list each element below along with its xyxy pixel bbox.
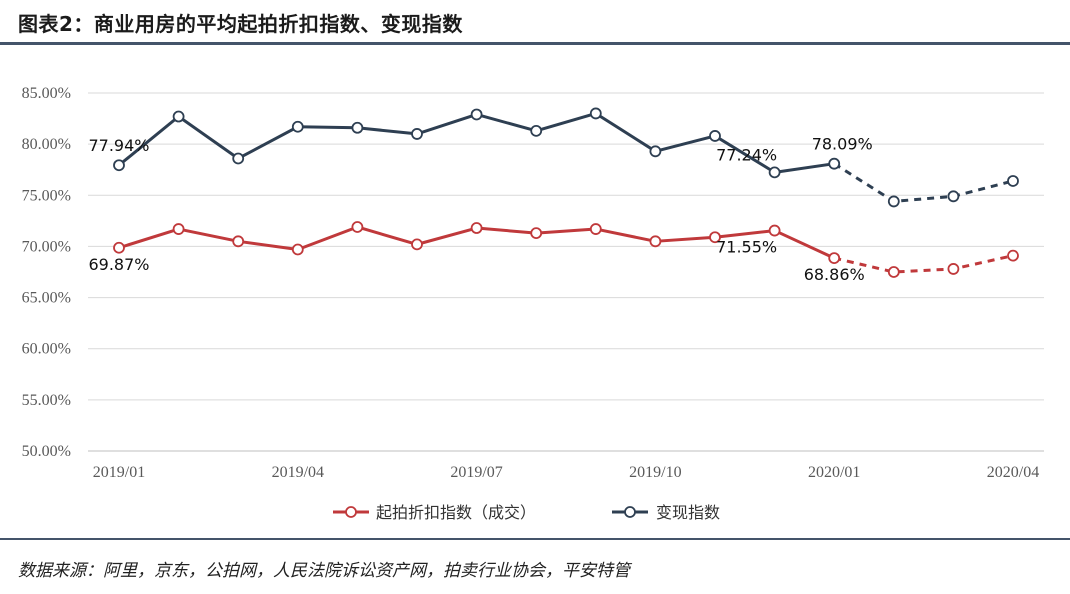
- data-point: [172, 110, 185, 123]
- x-tick-label: 2020/01: [808, 464, 860, 481]
- x-tick-label: 2019/10: [629, 464, 681, 481]
- data-point: [1007, 249, 1019, 262]
- y-tick-label: 50.00%: [22, 443, 71, 460]
- y-tick-label: 65.00%: [22, 290, 71, 307]
- data-point: [1007, 175, 1019, 187]
- data-point: [709, 231, 721, 244]
- data-point: [411, 238, 423, 251]
- data-point: [709, 130, 721, 142]
- data-point: [887, 266, 900, 278]
- data-point: [291, 120, 304, 133]
- data-point: [768, 224, 781, 237]
- y-tick-label: 85.00%: [22, 85, 71, 102]
- x-tick-label: 2019/01: [93, 464, 145, 481]
- legend-marker: [345, 506, 357, 518]
- data-point: [530, 227, 543, 240]
- data-point: [232, 152, 245, 165]
- title-divider: [0, 42, 1070, 45]
- data-point: [113, 159, 125, 172]
- y-tick-label: 75.00%: [22, 187, 71, 204]
- legend-marker: [624, 506, 636, 518]
- data-point: [649, 235, 662, 248]
- line-chart: 50.00% 55.00% 60.00% 65.00% 70.00% 75.00% 80.0…: [22, 85, 1044, 522]
- chart-title: 图表2：商业用房的平均起拍折扣指数、变现指数: [18, 12, 463, 36]
- data-label: 77.94%: [88, 136, 149, 155]
- data-label: 69.87%: [88, 255, 149, 274]
- data-point: [649, 145, 662, 158]
- data-point: [351, 221, 364, 233]
- data-point: [768, 166, 781, 179]
- data-point: [887, 195, 900, 208]
- data-label: 68.86%: [804, 265, 865, 284]
- x-tick-label: 2019/04: [272, 464, 324, 481]
- x-tick-label: 2019/07: [450, 464, 502, 481]
- data-point: [470, 108, 483, 121]
- data-point: [411, 128, 423, 140]
- data-point: [172, 223, 185, 235]
- y-tick-label: 55.00%: [22, 392, 71, 409]
- data-point: [470, 222, 483, 234]
- y-tick-label: 80.00%: [22, 136, 71, 153]
- legend-label: 变现指数: [656, 503, 720, 522]
- data-point: [530, 124, 543, 137]
- data-label: 77.24%: [716, 145, 777, 164]
- data-point: [232, 235, 245, 248]
- y-tick-label: 60.00%: [22, 341, 71, 358]
- data-point: [351, 121, 364, 134]
- data-point: [589, 223, 602, 235]
- legend-label: 起拍折扣指数（成交）: [376, 503, 536, 522]
- data-point: [113, 241, 125, 254]
- source-note: 数据来源：阿里，京东，公拍网，人民法院诉讼资产网，拍卖行业协会，平安特管: [18, 561, 630, 581]
- y-tick-label: 70.00%: [22, 238, 71, 255]
- data-point: [828, 157, 841, 170]
- source-divider: [0, 538, 1070, 540]
- data-point: [589, 107, 602, 120]
- data-point: [947, 190, 960, 203]
- data-label: 78.09%: [812, 135, 873, 154]
- data-point: [291, 243, 304, 256]
- x-tick-label: 2020/04: [987, 464, 1039, 481]
- data-point: [828, 252, 841, 264]
- series-line-dashed: [833, 254, 1014, 274]
- series-line-dashed: [833, 162, 1014, 203]
- data-label: 71.55%: [716, 238, 777, 257]
- data-point: [947, 263, 960, 275]
